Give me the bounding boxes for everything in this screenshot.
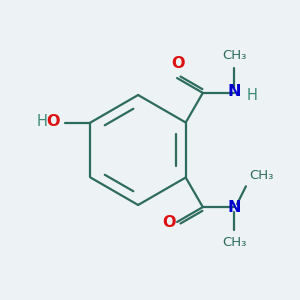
Text: O: O <box>171 56 184 70</box>
Text: H: H <box>37 114 47 129</box>
Text: O: O <box>46 114 60 129</box>
Text: O: O <box>162 215 175 230</box>
Text: CH₃: CH₃ <box>222 236 246 249</box>
Text: N: N <box>227 84 241 99</box>
Text: N: N <box>227 200 241 214</box>
Text: H: H <box>247 88 257 104</box>
Text: CH₃: CH₃ <box>249 169 273 182</box>
Text: CH₃: CH₃ <box>222 49 246 62</box>
